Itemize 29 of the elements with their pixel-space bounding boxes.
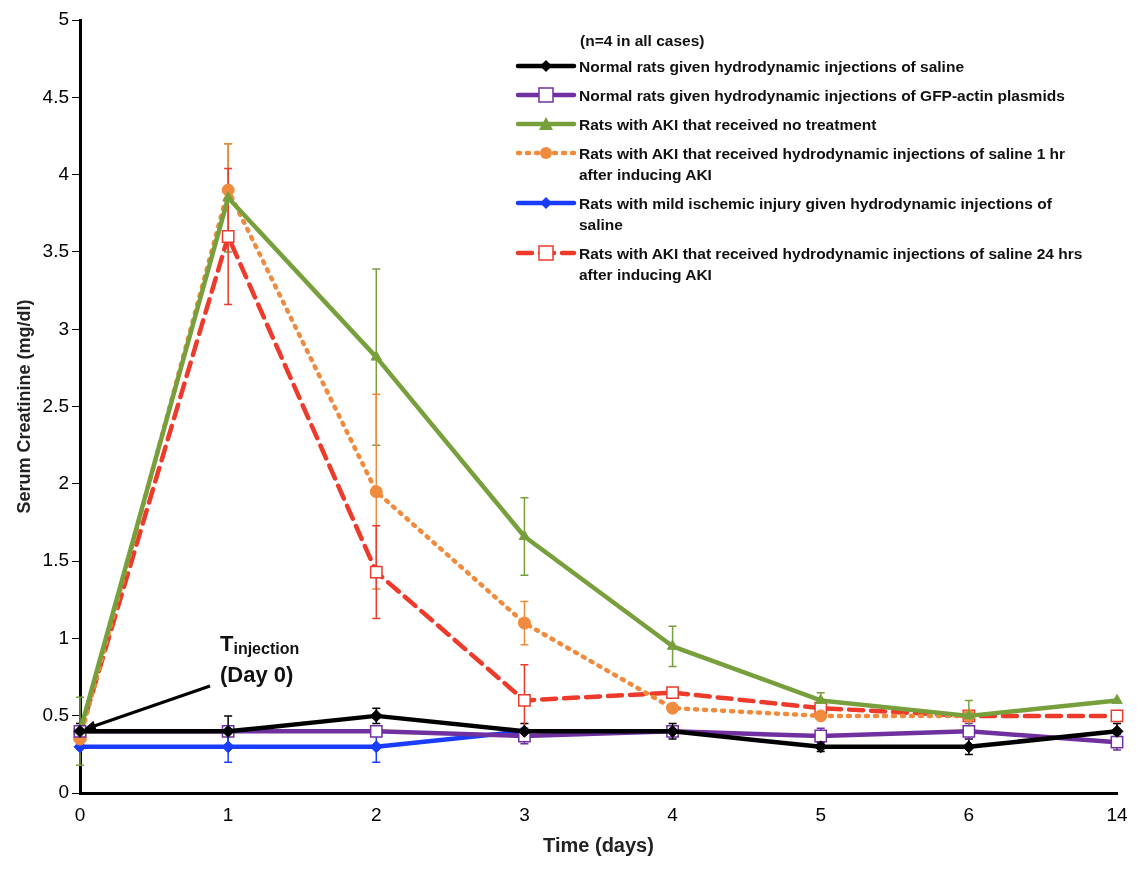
legend-title: (n=4 in all cases): [580, 32, 706, 50]
y-tick-label: 3: [58, 317, 70, 339]
y-tick-label: 2.5: [42, 394, 70, 416]
legend-label: Rats with mild ischemic injury given hydrodynamic injections of saline: [579, 194, 1053, 235]
x-tick-label: 1: [222, 803, 234, 825]
y-tick-label: 1.5: [42, 549, 70, 571]
x-tick-label: 6: [963, 803, 975, 825]
x-tick-label: 14: [1106, 803, 1128, 825]
y-tick-label: 3.5: [42, 240, 70, 262]
y-tick-label: 0.5: [42, 704, 70, 726]
x-tick-label: 4: [667, 803, 679, 825]
x-tick-label: 3: [519, 803, 530, 825]
legend-label: Normal rats given hydrodynamic injections of saline: [579, 57, 965, 77]
legend-label: Rats with AKI that received hydrodynamic injections of saline 24 hrs after inducing AKI: [579, 244, 1084, 285]
y-tick-label: 2: [58, 472, 70, 494]
legend-label: Rats with AKI that received no treatment: [579, 115, 877, 135]
x-tick-label: 2: [371, 803, 382, 825]
x-tick-label: 5: [815, 803, 827, 825]
y-tick-label: 4.5: [42, 85, 70, 107]
x-axis-title: Time (days): [543, 833, 654, 856]
y-tick-label: 1: [58, 626, 70, 648]
y-tick-label: 4: [58, 162, 70, 184]
y-tick-label: 5: [58, 8, 70, 30]
annotation: T$_{injection}$ (Day 0): [220, 631, 300, 689]
legend-label: Rats with AKI that received hydrodynamic injections of saline 1 hr after inducing AKI: [579, 144, 1067, 185]
legend-label: Normal rats given hydrodynamic injections of GFP-actin plasmids: [579, 86, 1065, 106]
x-tick-label: 0: [74, 803, 86, 825]
y-tick-label: 0: [58, 781, 70, 803]
y-axis-title: Serum Creatinine (mg/dl): [13, 299, 34, 514]
